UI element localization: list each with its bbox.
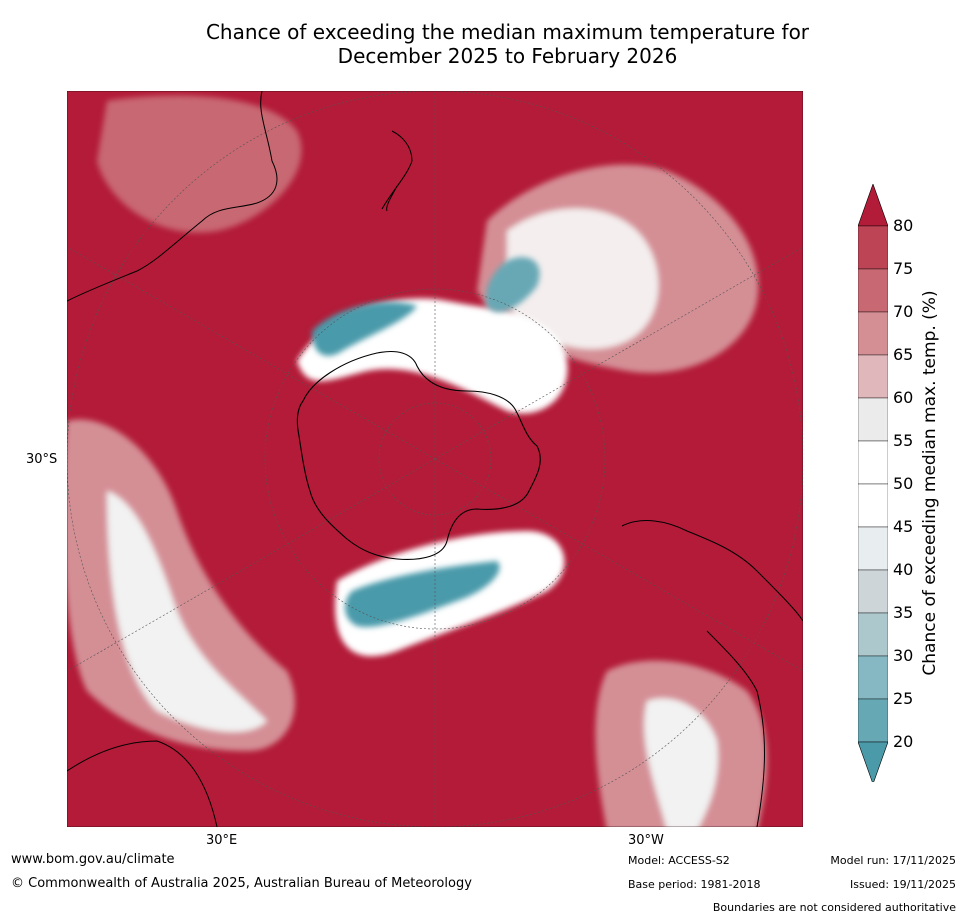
title-line-1: Chance of exceeding the median maximum t…: [205, 20, 810, 44]
colorbar-tick-label: 65: [893, 345, 914, 364]
copyright-text: © Commonwealth of Australia 2025, Austra…: [11, 876, 472, 891]
colorbar-tick-label: 45: [893, 517, 914, 536]
disclaimer-text: Boundaries are not considered authoritat…: [712, 901, 956, 914]
colorbar-tick-label: 25: [893, 689, 914, 708]
colorbar-tick-label: 40: [893, 560, 914, 579]
colorbar-segment: [858, 612, 888, 657]
website-link[interactable]: www.bom.gov.au/climate: [11, 852, 175, 867]
lon-label-30w: 30°W: [628, 833, 664, 848]
forecast-map: [67, 91, 803, 827]
colorbar-segment: [858, 225, 888, 270]
base-period-text: Base period: 1981-2018: [628, 878, 761, 891]
white-region-ne: [507, 208, 659, 349]
model-text: Model: ACCESS-S2: [628, 854, 730, 867]
colorbar-tick-label: 20: [893, 732, 914, 751]
colorbar-segment: [858, 526, 888, 571]
colorbar-top-arrow: [858, 184, 888, 227]
colorbar-label: Chance of exceeding median max. temp. (%…: [920, 290, 940, 676]
colorbar-segment: [858, 655, 888, 700]
australia-outline: [67, 91, 278, 302]
colorbar-tick-label: 60: [893, 388, 914, 407]
colorbar-tick-label: 70: [893, 302, 914, 321]
south-america-outline: [621, 520, 803, 827]
pink-region-nw: [97, 95, 302, 233]
white-region-se: [644, 698, 718, 827]
new-zealand-outline: [381, 130, 413, 212]
colorbar-segment: [858, 440, 888, 485]
lat-label-30s: 30°S: [26, 452, 58, 467]
colorbar-tick-label: 50: [893, 474, 914, 493]
colorbar-segment: [858, 698, 888, 743]
colorbar-tick-label: 55: [893, 431, 914, 450]
title-line-2: December 2025 to February 2026: [337, 44, 678, 68]
colorbar-segment: [858, 397, 888, 442]
colorbar-tick-label: 75: [893, 259, 914, 278]
colorbar: [858, 184, 888, 782]
white-region-west: [107, 491, 267, 732]
colorbar-tick-label: 80: [893, 216, 914, 235]
teal-region-ne: [485, 257, 540, 313]
colorbar-segment: [858, 268, 888, 313]
colorbar-tick-label: 35: [893, 603, 914, 622]
colorbar-segment: [858, 483, 888, 528]
colorbar-bottom-arrow: [858, 741, 888, 782]
antarctica-outline: [296, 350, 541, 560]
graticule: [67, 91, 803, 827]
issued-text: Issued: 19/11/2025: [849, 878, 956, 891]
model-run-text: Model run: 17/11/2025: [830, 854, 956, 867]
lon-label-30e: 30°E: [206, 833, 238, 848]
colorbar-segment: [858, 311, 888, 356]
teal-region-lower: [345, 561, 500, 627]
colorbar-segment: [858, 354, 888, 399]
colorbar-tick-label: 30: [893, 646, 914, 665]
colorbar-segment: [858, 569, 888, 614]
teal-region-upper: [312, 302, 417, 356]
chart-title: Chance of exceeding the median maximum t…: [0, 20, 965, 68]
africa-outline: [67, 740, 218, 827]
teal-fields: [312, 257, 540, 627]
probability-fields: [67, 95, 767, 827]
